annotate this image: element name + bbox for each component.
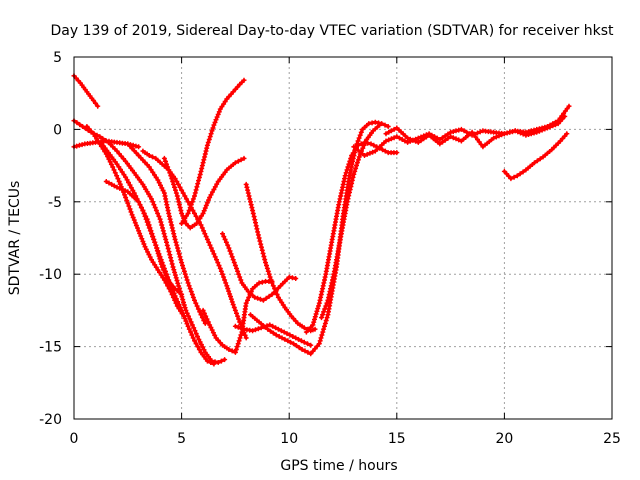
x-tick-label: 10 — [280, 431, 298, 447]
chart-title: Day 139 of 2019, Sidereal Day-to-day VTE… — [51, 23, 614, 39]
series-pass-o — [248, 119, 391, 357]
series-pass-g — [125, 141, 208, 326]
x-axis-label: GPS time / hours — [280, 458, 397, 474]
y-tick-label: -10 — [39, 267, 62, 283]
series-pass-h — [140, 148, 249, 341]
series-markers — [319, 122, 383, 321]
x-tick-labels: 0 5 10 15 20 25 — [70, 431, 621, 447]
series-pass-j — [179, 77, 247, 226]
grid-lines — [74, 57, 612, 419]
series-line — [502, 132, 569, 181]
x-tick-label: 15 — [388, 431, 406, 447]
y-tick-labels: -20 -15 -10 -5 0 5 — [39, 50, 62, 428]
series-pass-f — [103, 179, 185, 297]
axis-ticks — [73, 56, 613, 420]
series-markers — [179, 77, 247, 226]
series-pass-i — [161, 155, 247, 231]
x-tick-label: 5 — [177, 431, 186, 447]
y-tick-label: 5 — [53, 50, 62, 66]
series-markers — [103, 179, 185, 297]
series-markers — [501, 131, 570, 182]
series-pass-m — [232, 322, 314, 348]
series-markers — [161, 155, 247, 231]
series-pass-s — [383, 113, 568, 150]
series-pass-n — [243, 181, 318, 334]
y-tick-label: -20 — [39, 412, 62, 428]
series-markers — [383, 113, 568, 150]
series-markers — [232, 322, 314, 348]
y-tick-label: -15 — [39, 340, 62, 356]
series-line — [244, 182, 317, 333]
y-axis-label: SDTVAR / TECUs — [7, 181, 23, 296]
series-line — [248, 120, 390, 356]
series-markers — [125, 141, 208, 326]
x-tick-label: 25 — [603, 431, 621, 447]
data-traces — [71, 73, 572, 367]
y-tick-label: 0 — [53, 122, 62, 138]
series-markers — [303, 139, 400, 335]
series-markers — [71, 73, 101, 109]
y-tick-label: -5 — [48, 195, 62, 211]
plot-frame — [73, 56, 613, 420]
x-tick-label: 20 — [495, 431, 513, 447]
series-markers — [243, 181, 318, 334]
series-pass-q — [319, 122, 383, 321]
x-tick-label: 0 — [70, 431, 79, 447]
series-pass-a — [71, 73, 101, 109]
series-pass-t — [501, 131, 570, 182]
